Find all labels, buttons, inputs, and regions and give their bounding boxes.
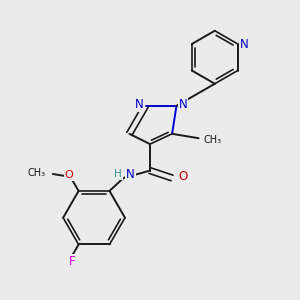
Text: N: N	[135, 98, 143, 111]
Text: CH₃: CH₃	[27, 167, 46, 178]
Text: F: F	[69, 255, 75, 268]
Text: N: N	[240, 38, 249, 50]
Text: CH₃: CH₃	[204, 135, 222, 145]
Text: N: N	[126, 168, 135, 181]
Text: N: N	[178, 98, 188, 111]
Text: O: O	[65, 170, 74, 181]
Text: O: O	[178, 170, 187, 183]
Text: H: H	[114, 169, 122, 179]
